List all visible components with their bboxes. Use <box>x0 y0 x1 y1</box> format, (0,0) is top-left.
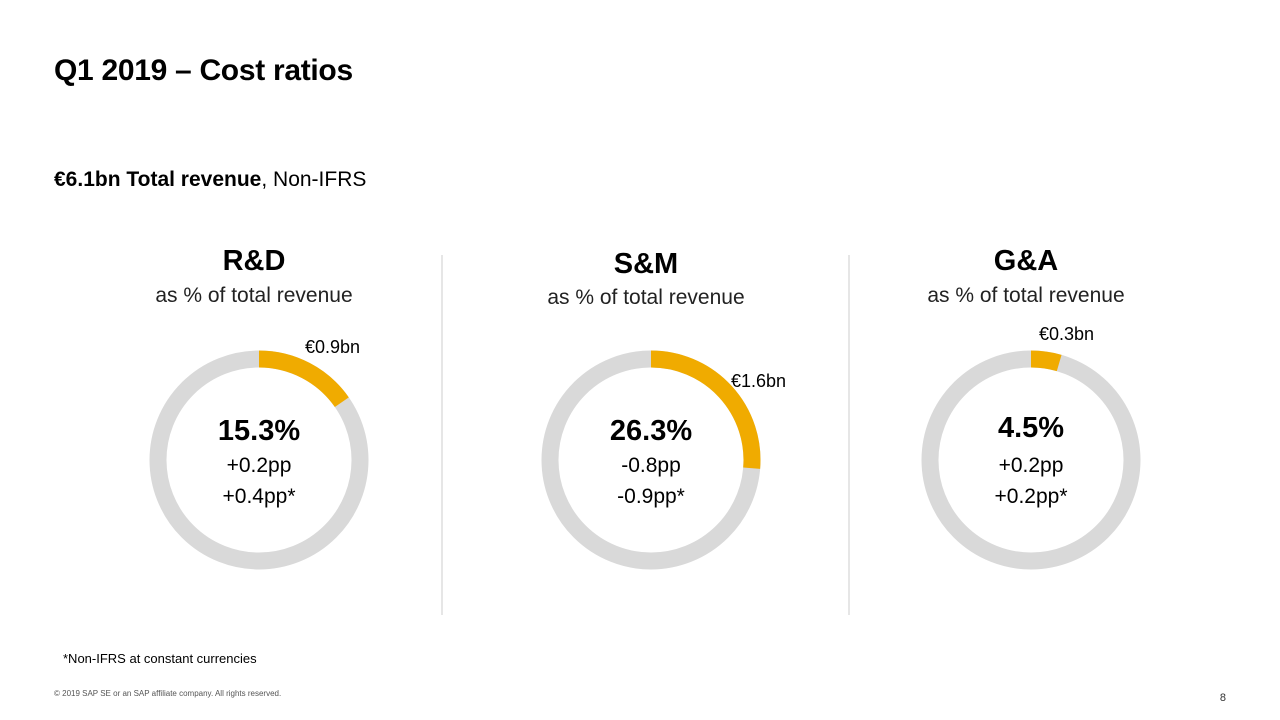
amount-label: €1.6bn <box>731 371 787 391</box>
change-cc-value: +0.4pp* <box>222 485 296 508</box>
change-value: -0.8pp <box>621 454 681 477</box>
footnote: *Non-IFRS at constant currencies <box>63 651 257 666</box>
panel-heading: R&D <box>222 245 286 277</box>
change-cc-value: -0.9pp* <box>617 485 685 508</box>
donut-arc <box>1030 350 1062 372</box>
panel-subheading: as % of total revenue <box>547 286 745 309</box>
panel-heading: S&M <box>613 248 679 280</box>
amount-label: €0.3bn <box>1039 324 1095 344</box>
change-value: +0.2pp <box>226 454 292 477</box>
divider <box>848 255 850 615</box>
copyright: © 2019 SAP SE or an SAP affiliate compan… <box>54 689 282 698</box>
change-cc-value: +0.2pp* <box>994 485 1068 508</box>
ratio-value: 26.3% <box>609 415 693 447</box>
slide-title: Q1 2019 – Cost ratios <box>54 54 353 87</box>
change-value: +0.2pp <box>998 454 1064 477</box>
panel-sm: S&M as % of total revenue €1.6bn 26.3% -… <box>466 245 826 585</box>
donut-center: 4.5% +0.2pp +0.2pp* <box>916 245 1146 585</box>
subtitle-qualifier: , Non-IFRS <box>261 168 367 191</box>
donut-arc <box>650 350 761 469</box>
panel-heading: G&A <box>993 245 1059 277</box>
donut-chart <box>921 350 1141 570</box>
donut-center: 26.3% -0.8pp -0.9pp* <box>536 245 766 585</box>
donut-center: 15.3% +0.2pp +0.4pp* <box>144 245 374 585</box>
divider <box>441 255 443 615</box>
donut-arc <box>258 350 349 408</box>
page-number: 8 <box>1219 692 1226 704</box>
panel-ga: G&A as % of total revenue €0.3bn 4.5% +0… <box>846 245 1206 585</box>
panel-rd: R&D as % of total revenue €0.9bn 15.3% +… <box>74 245 434 585</box>
panel-subheading: as % of total revenue <box>927 284 1125 307</box>
ratio-value: 4.5% <box>997 412 1065 444</box>
slide-subtitle: €6.1bn Total revenue, Non-IFRS <box>54 168 366 192</box>
ratio-value: 15.3% <box>217 415 301 447</box>
donut-chart <box>149 350 369 570</box>
panel-subheading: as % of total revenue <box>155 284 353 307</box>
donut-chart <box>541 350 761 570</box>
total-revenue-label: €6.1bn Total revenue <box>54 168 262 191</box>
amount-label: €0.9bn <box>305 337 361 357</box>
